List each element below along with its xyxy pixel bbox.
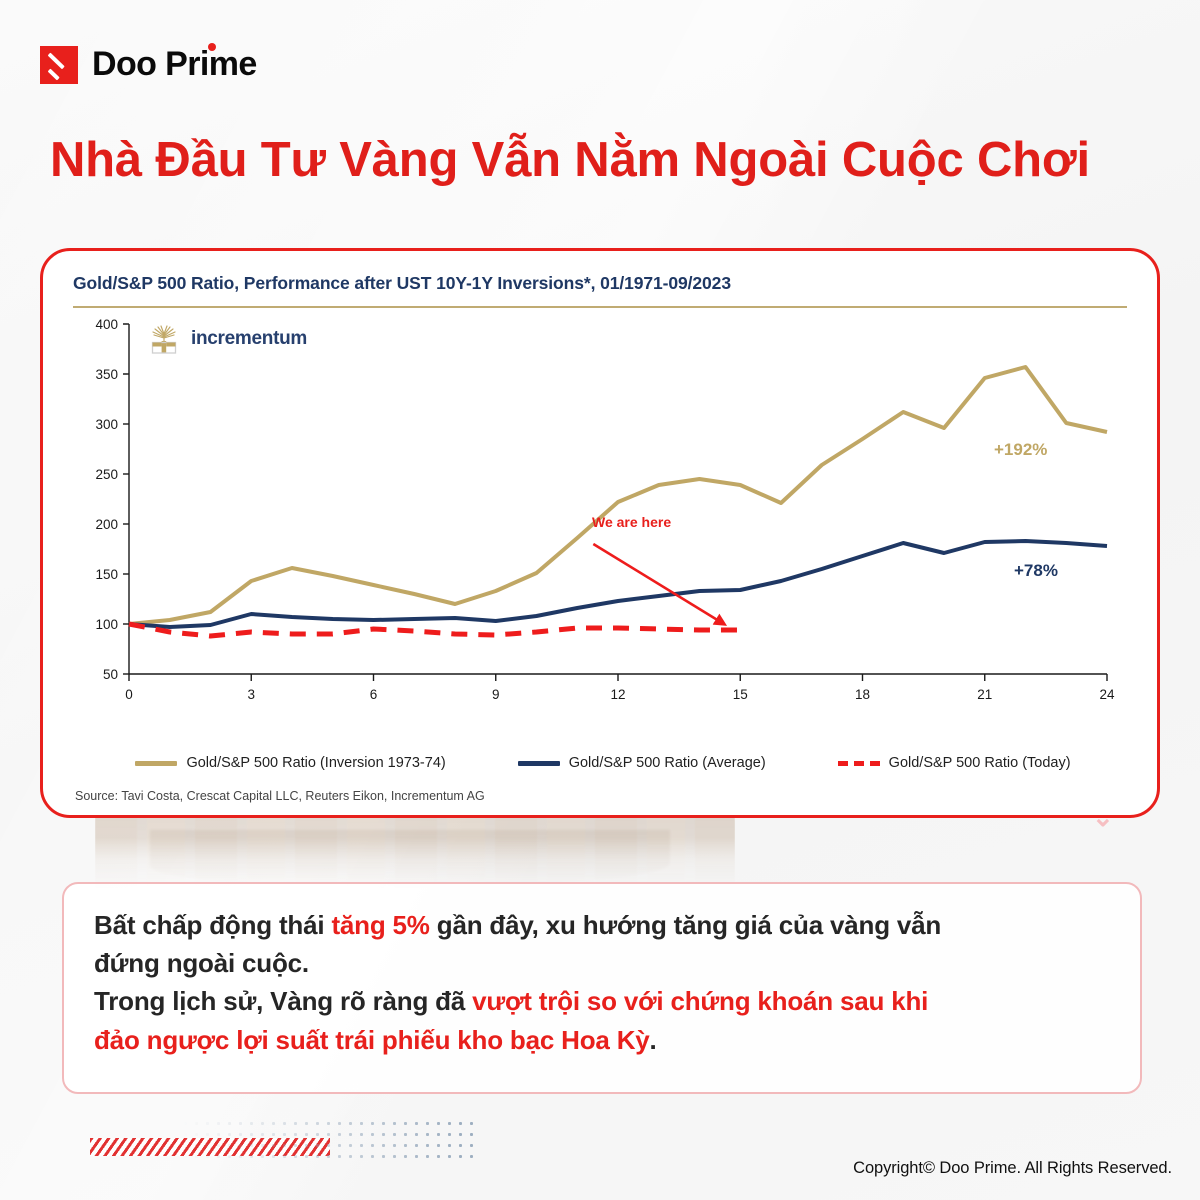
- svg-text:18: 18: [855, 687, 870, 702]
- brand-header: Doo Prime: [40, 43, 257, 84]
- svg-text:0: 0: [125, 687, 133, 702]
- chart-source-note: Source: Tavi Costa, Crescat Capital LLC,…: [75, 789, 485, 803]
- svg-text:400: 400: [95, 317, 118, 332]
- legend-item-today: Gold/S&P 500 Ratio (Today): [837, 755, 1071, 771]
- svg-text:200: 200: [95, 517, 118, 532]
- line-chart-svg: 50 100 150 200 250 300 350 400 0 3 6 9 12 15 18 21 24: [95, 317, 1115, 702]
- legend-item-inversion-1973-74: Gold/S&P 500 Ratio (Inversion 1973-74): [135, 755, 446, 771]
- incrementum-label: incrementum: [191, 328, 308, 349]
- message-text: .: [649, 1024, 657, 1055]
- x-axis-ticks: [128, 674, 1108, 681]
- message-text: gần đây, xu hướng tăng giá của vàng vẫn: [429, 910, 942, 940]
- dot-grid-decoration: [180, 1118, 480, 1163]
- message-line-1: Bất chấp động thái tăng 5% gần đây, xu h…: [94, 906, 1110, 944]
- legend-swatch-navy: [517, 760, 560, 766]
- logo-accent-dot: [207, 43, 216, 51]
- svg-text:3: 3: [247, 687, 255, 702]
- message-highlight: đảo ngược lợi suất trái phiếu kho bạc Ho…: [94, 1024, 650, 1055]
- chart-plot-area: incrementum We are here +192% +78% 50 100…: [69, 314, 1137, 714]
- message-highlight: tăng 5%: [331, 910, 430, 940]
- legend-label: Gold/S&P 500 Ratio (Average): [568, 755, 766, 771]
- chart-heading-divider: [73, 306, 1127, 308]
- footer-copyright: Copyright© Doo Prime. All Rights Reserve…: [853, 1159, 1172, 1177]
- chart-line-gold-s-p-500-ratio-inversion-1973-74: [128, 365, 1108, 626]
- svg-text:12: 12: [610, 687, 625, 702]
- annotation-arrow: [592, 542, 728, 626]
- brand-name-text: Doo Prime: [92, 45, 257, 83]
- chart-legend: Gold/S&P 500 Ratio (Inversion 1973-74) G…: [69, 755, 1137, 771]
- brand-name: Doo Prime: [92, 43, 257, 84]
- legend-label: Gold/S&P 500 Ratio (Today): [888, 755, 1071, 771]
- svg-text:24: 24: [1099, 687, 1115, 702]
- legend-swatch-gold: [135, 760, 178, 766]
- gold-bars-reflection: [150, 830, 670, 885]
- legend-item-average: Gold/S&P 500 Ratio (Average): [517, 755, 766, 771]
- chart-card: Gold/S&P 500 Ratio, Performance after US…: [40, 248, 1160, 818]
- message-line-2: đứng ngoài cuộc.: [94, 948, 309, 979]
- message-line-3: Trong lịch sử, Vàng rõ ràng đã vượt trội…: [94, 982, 1110, 1020]
- message-line-4: đảo ngược lợi suất trái phiếu kho bạc Ho…: [94, 1021, 1110, 1059]
- svg-text:300: 300: [95, 417, 118, 432]
- message-text: Trong lịch sử, Vàng rõ ràng đã: [94, 986, 473, 1017]
- svg-text:50: 50: [103, 667, 118, 682]
- svg-text:350: 350: [95, 367, 118, 382]
- y-axis-ticks: [123, 323, 129, 675]
- chart-line-gold-s-p-500-ratio-today: [128, 621, 741, 639]
- chart-line-gold-s-p-500-ratio-average: [128, 539, 1108, 629]
- page-title: Nhà Đầu Tư Vàng Vẫn Nằm Ngoài Cuộc Chơi: [50, 133, 1090, 187]
- incrementum-watermark: incrementum: [147, 322, 307, 356]
- chart-series-layer: [128, 365, 1108, 639]
- doo-prime-flag-icon: [40, 45, 78, 84]
- legend-swatch-red-dashed: [837, 760, 880, 766]
- svg-text:150: 150: [95, 567, 118, 582]
- y-axis-tick-labels: 50 100 150 200 250 300 350 400: [95, 317, 118, 682]
- incrementum-tree-icon: [147, 322, 181, 356]
- chart-axes: [128, 324, 1107, 675]
- svg-text:21: 21: [977, 687, 992, 702]
- svg-text:250: 250: [95, 467, 118, 482]
- x-axis-tick-labels: 0 3 6 9 12 15 18 21 24: [125, 687, 1115, 702]
- svg-text:100: 100: [95, 617, 118, 632]
- message-text: Bất chấp động thái: [94, 910, 332, 940]
- chart-heading: Gold/S&P 500 Ratio, Performance after US…: [73, 273, 731, 293]
- legend-label: Gold/S&P 500 Ratio (Inversion 1973-74): [186, 755, 446, 771]
- svg-text:9: 9: [492, 687, 500, 702]
- svg-text:15: 15: [733, 687, 748, 702]
- svg-text:6: 6: [370, 687, 378, 702]
- message-highlight: vượt trội so với chứng khoán sau khi: [472, 986, 929, 1017]
- message-card: Bất chấp động thái tăng 5% gần đây, xu h…: [62, 882, 1142, 1094]
